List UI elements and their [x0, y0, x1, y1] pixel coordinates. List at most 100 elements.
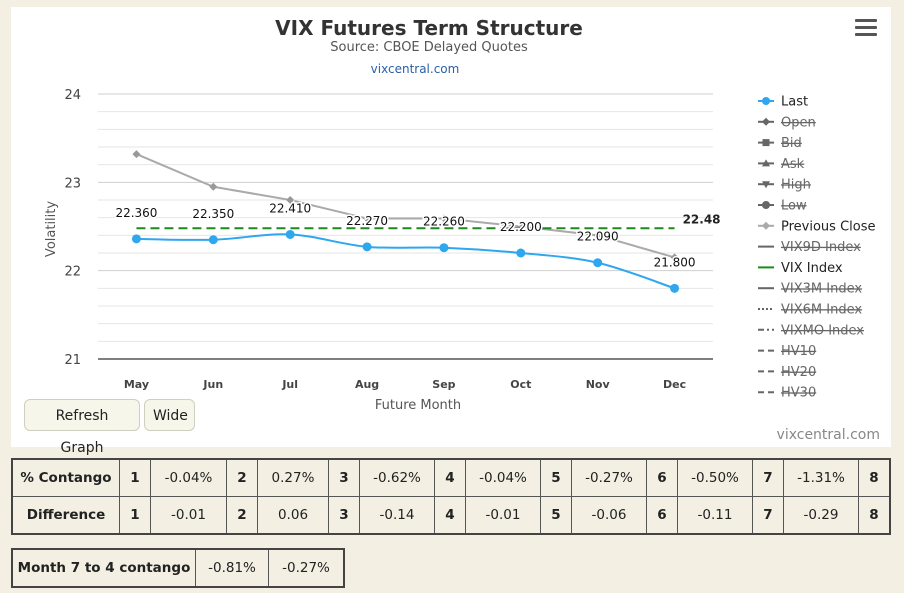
x-tick-label: Oct — [510, 378, 531, 391]
month-contango-value: -0.81% — [195, 548, 269, 588]
x-axis-label: Future Month — [375, 398, 461, 413]
value-cell: -0.06 — [571, 496, 647, 535]
previous-close-point — [286, 196, 295, 204]
last-point — [439, 243, 449, 253]
legend-marker — [762, 221, 770, 230]
value-cell: -0.29 — [783, 496, 859, 535]
month-index-cell: 7 — [752, 496, 784, 535]
month-index-cell: 7 — [752, 458, 784, 497]
last-data-label: 22.360 — [115, 206, 157, 220]
legend-marker — [762, 159, 770, 167]
previous-close-point — [593, 231, 602, 240]
value-cell: 0.06 — [257, 496, 329, 535]
month-index-cell: 2 — [226, 496, 258, 535]
legend-item-label[interactable]: HV10 — [781, 344, 816, 359]
row-label: % Contango — [11, 458, 120, 497]
value-cell: -0.14 — [359, 496, 435, 535]
legend-item-label[interactable]: VIX Index — [781, 261, 843, 276]
legend-marker — [762, 117, 770, 126]
previous-close-point — [132, 150, 141, 159]
y-tick-label: 22 — [64, 265, 81, 280]
y-tick-label: 23 — [64, 176, 81, 191]
legend-item-label[interactable]: VIX3M Index — [781, 282, 862, 297]
last-point — [593, 258, 603, 268]
value-cell: 0.27% — [257, 458, 329, 497]
legend-item-label[interactable]: Previous Close — [781, 219, 876, 234]
y-tick-label: 24 — [64, 88, 81, 103]
contango-table-row: % Contango 1 -0.04% 2 0.27% 3 -0.62% 4 -0.04% 5 -0… — [11, 458, 891, 497]
month-contango-value: -0.27% — [268, 548, 345, 588]
previous-close-point — [209, 182, 218, 191]
legend-marker — [762, 97, 770, 105]
month-index-cell: 8 — [858, 458, 891, 497]
last-point — [208, 235, 218, 245]
x-tick-label: Jul — [281, 378, 298, 391]
chart-panel: VIX Futures Term Structure Source: CBOE D… — [11, 7, 891, 456]
value-cell: -0.27% — [571, 458, 647, 497]
month-index-cell: 4 — [434, 496, 466, 535]
last-point — [516, 248, 526, 258]
contango-table: % Contango 1 -0.04% 2 0.27% 3 -0.62% 4 -0.04% 5 -0… — [11, 458, 891, 535]
last-point — [131, 234, 141, 244]
legend-item-label[interactable]: VIX9D Index — [781, 240, 861, 255]
value-cell: -1.31% — [783, 458, 859, 497]
contango-table-row: Difference 1 -0.01 2 0.06 3 -0.14 4 -0.01 5 -0.06 6… — [11, 496, 891, 535]
month-index-cell: 5 — [540, 496, 572, 535]
legend-item-label[interactable]: HV30 — [781, 386, 816, 401]
watermark: vixcentral.com — [776, 427, 880, 443]
legend-item-label[interactable]: VIX6M Index — [781, 303, 862, 318]
y-axis-label: Volatility — [44, 201, 59, 257]
source-link: vixcentral.com — [371, 62, 460, 76]
wide-button[interactable]: Wide — [144, 399, 195, 431]
month-index-cell: 8 — [858, 496, 891, 535]
legend-item-label[interactable]: HV20 — [781, 365, 816, 380]
chart-title: VIX Futures Term Structure — [275, 16, 583, 40]
legend-marker — [762, 201, 770, 209]
last-data-label: 22.350 — [192, 207, 234, 221]
hamburger-menu-icon[interactable] — [855, 19, 877, 39]
last-data-label: 22.200 — [500, 220, 542, 234]
legend-item-label[interactable]: High — [781, 178, 811, 193]
x-tick-label: Aug — [355, 378, 379, 391]
month-index-cell: 4 — [434, 458, 466, 497]
legend-marker — [762, 139, 770, 147]
legend-item-label[interactable]: Ask — [781, 157, 805, 172]
previous-close-line — [136, 153, 675, 259]
legend-item-label[interactable]: Low — [781, 199, 807, 214]
month-contango-table: Month 7 to 4 contango -0.81% -0.27% — [11, 548, 345, 588]
month-index-cell: 6 — [646, 458, 678, 497]
value-cell: -0.01 — [150, 496, 227, 535]
last-data-label: 22.410 — [269, 201, 311, 215]
row-label: Difference — [11, 496, 120, 535]
last-data-label: 22.270 — [346, 214, 388, 228]
legend-item-label[interactable]: Open — [781, 115, 816, 130]
month-index-cell: 6 — [646, 496, 678, 535]
legend-item-label[interactable]: VIXMO Index — [781, 323, 864, 338]
month-index-cell: 5 — [540, 458, 572, 497]
x-tick-label: May — [124, 378, 149, 391]
last-point — [670, 283, 680, 293]
legend-item-label[interactable]: Bid — [781, 136, 802, 151]
month-contango-row: Month 7 to 4 contango -0.81% -0.27% — [11, 548, 345, 588]
x-tick-label: Nov — [586, 378, 611, 391]
x-tick-label: Jun — [202, 378, 223, 391]
last-data-label: 22.090 — [577, 230, 619, 244]
last-data-label: 21.800 — [654, 255, 696, 269]
value-cell: -0.01 — [465, 496, 541, 535]
value-cell: -0.62% — [359, 458, 435, 497]
vix-index-label: 22.48 — [683, 212, 721, 226]
last-data-label: 22.260 — [423, 215, 465, 229]
previous-close-point — [363, 214, 372, 223]
value-cell: -0.04% — [150, 458, 227, 497]
refresh-graph-button[interactable]: Refresh Graph — [24, 399, 140, 456]
chart-subtitle: Source: CBOE Delayed Quotes — [330, 40, 528, 55]
value-cell: -0.04% — [465, 458, 541, 497]
legend-item-label[interactable]: Last — [781, 95, 808, 110]
value-cell: -0.50% — [677, 458, 753, 497]
month-index-cell: 3 — [328, 496, 360, 535]
last-point — [285, 229, 295, 239]
value-cell: -0.11 — [677, 496, 753, 535]
month-index-cell: 1 — [119, 458, 151, 497]
month-index-cell: 1 — [119, 496, 151, 535]
